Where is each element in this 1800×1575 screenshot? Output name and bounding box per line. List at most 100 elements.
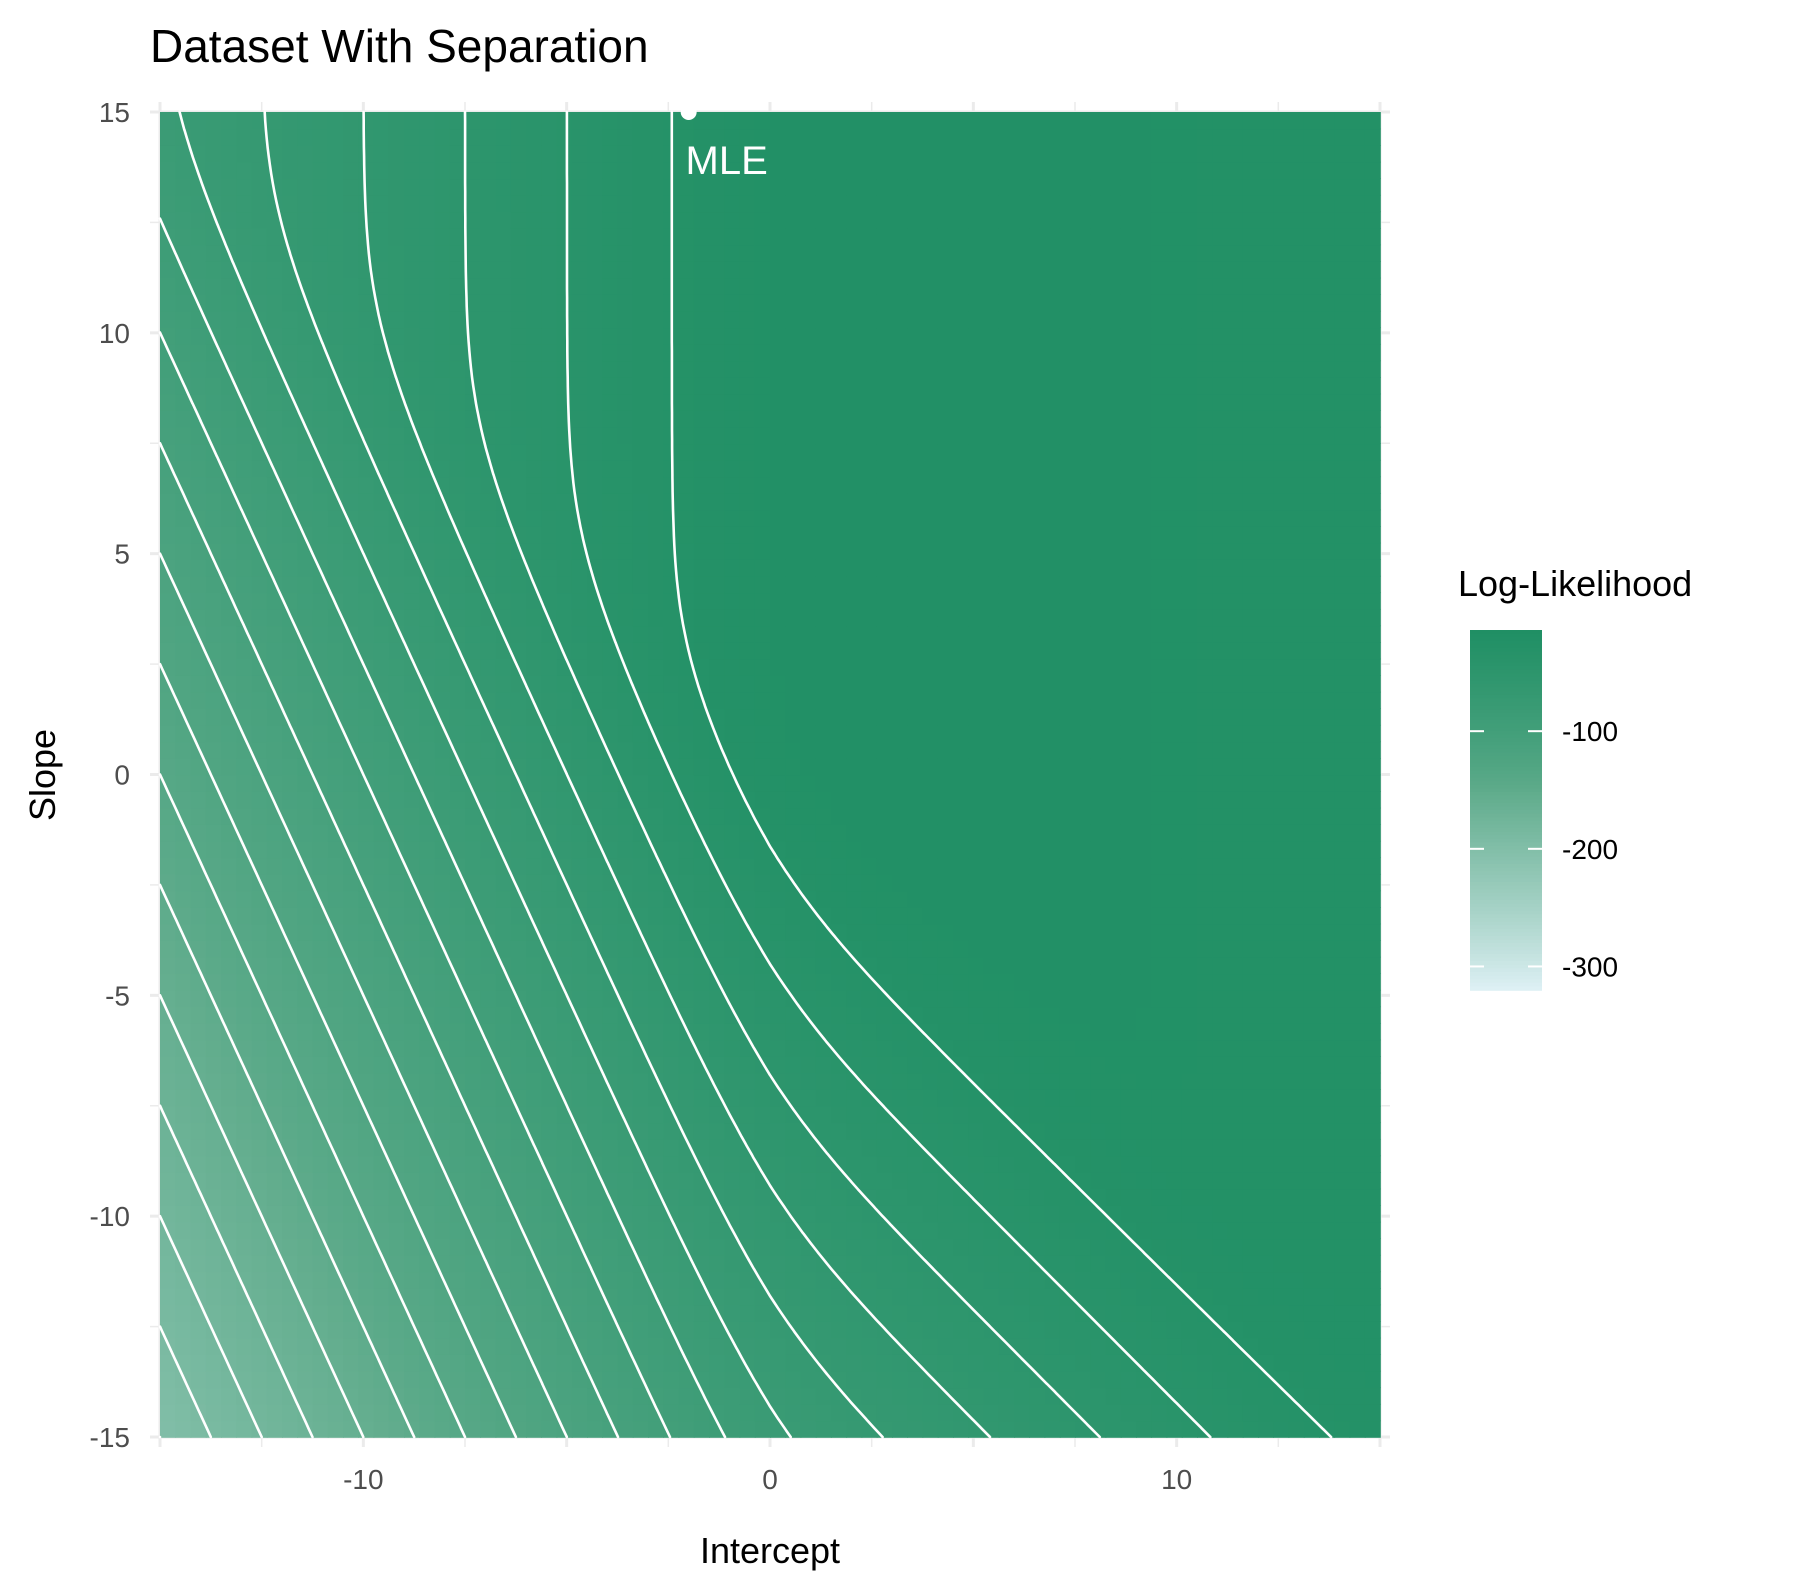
heatmap-cell: [800, 1155, 817, 1173]
heatmap-cell: [221, 907, 238, 925]
heatmap-cell: [815, 1304, 832, 1322]
heatmap-cell: [831, 1105, 848, 1124]
heatmap-cell: [541, 1271, 558, 1289]
heatmap-cell: [541, 691, 558, 710]
heatmap-cell: [800, 509, 817, 527]
heatmap-cell: [770, 1072, 787, 1090]
heatmap-cell: [998, 277, 1015, 295]
heatmap-cell: [404, 608, 421, 627]
heatmap-cell: [221, 1006, 238, 1024]
heatmap-cell: [998, 443, 1015, 461]
heatmap-cell: [617, 1188, 634, 1206]
heatmap-cell: [937, 509, 954, 527]
heatmap-cell: [739, 973, 756, 991]
heatmap-cell: [907, 625, 924, 643]
heatmap-cell: [800, 261, 817, 279]
heatmap-cell: [968, 658, 985, 676]
heatmap-cell: [236, 940, 253, 958]
heatmap-cell: [190, 857, 207, 875]
heatmap-cell: [251, 1138, 268, 1157]
heatmap-cell: [922, 840, 939, 859]
heatmap-cell: [739, 708, 756, 726]
heatmap-cell: [709, 625, 726, 643]
heatmap-cell: [251, 1039, 268, 1057]
heatmap-cell: [922, 1337, 939, 1355]
heatmap-cell: [282, 691, 299, 710]
heatmap-cell: [449, 128, 466, 146]
heatmap-cell: [739, 526, 756, 544]
heatmap-cell: [922, 575, 939, 594]
heatmap-cell: [1059, 178, 1076, 196]
heatmap-cell: [892, 1403, 909, 1422]
heatmap-cell: [327, 774, 344, 792]
heatmap-cell: [160, 526, 177, 544]
heatmap-cell: [876, 1039, 893, 1057]
heatmap-cell: [404, 261, 421, 279]
heatmap-cell: [419, 178, 436, 196]
heatmap-cell: [404, 741, 421, 759]
heatmap-cell: [922, 1370, 939, 1389]
heatmap-cell: [556, 542, 573, 560]
heatmap-cell: [434, 377, 451, 395]
heatmap-cell: [861, 675, 878, 693]
heatmap-cell: [922, 807, 939, 825]
heatmap-cell: [998, 1238, 1015, 1256]
heatmap-cell: [587, 178, 604, 196]
heatmap-cell: [297, 890, 314, 908]
heatmap-cell: [907, 194, 924, 213]
heatmap-cell: [175, 542, 192, 560]
heatmap-cell: [846, 592, 863, 610]
heatmap-cell: [632, 973, 649, 991]
heatmap-cell: [1059, 211, 1076, 229]
heatmap-cell: [1014, 824, 1031, 842]
heatmap-cell: [358, 1205, 375, 1223]
heatmap-cell: [419, 675, 436, 693]
heatmap-cell: [770, 658, 787, 676]
heatmap-cell: [1059, 360, 1076, 378]
heatmap-cell: [785, 857, 802, 875]
heatmap-cell: [815, 658, 832, 676]
heatmap-cell: [373, 741, 390, 759]
heatmap-cell: [663, 575, 680, 594]
heatmap-cell: [587, 343, 604, 362]
heatmap-cell: [754, 128, 771, 146]
heatmap-cell: [983, 1039, 1000, 1057]
heatmap-cell: [800, 526, 817, 544]
heatmap-cell: [1044, 327, 1061, 345]
heatmap-cell: [709, 757, 726, 776]
heatmap-cell: [724, 211, 741, 229]
heatmap-cell: [739, 1304, 756, 1322]
heatmap-cell: [831, 526, 848, 544]
heatmap-cell: [892, 1138, 909, 1157]
heatmap-cell: [327, 476, 344, 494]
heatmap-cell: [953, 526, 970, 544]
heatmap-cell: [312, 1039, 329, 1057]
heatmap-cell: [602, 327, 619, 345]
heatmap-cell: [861, 509, 878, 527]
heatmap-cell: [327, 542, 344, 560]
heatmap-cell: [190, 1039, 207, 1057]
heatmap-cell: [480, 774, 497, 792]
heatmap-cell: [358, 1155, 375, 1173]
heatmap-cell: [678, 956, 695, 975]
heatmap-cell: [846, 1221, 863, 1240]
heatmap-cell: [800, 1205, 817, 1223]
heatmap-cell: [205, 1403, 222, 1422]
heatmap-cell: [922, 1105, 939, 1124]
heatmap-cell: [465, 1387, 482, 1405]
heatmap-cell: [541, 1039, 558, 1057]
heatmap-cell: [556, 708, 573, 726]
heatmap-cell: [693, 1188, 710, 1206]
heatmap-cell: [480, 857, 497, 875]
heatmap-cell: [785, 724, 802, 743]
heatmap-cell: [770, 1056, 787, 1074]
heatmap-cell: [404, 708, 421, 726]
heatmap-cell: [449, 559, 466, 577]
heatmap-cell: [876, 509, 893, 527]
heatmap-cell: [175, 343, 192, 362]
heatmap-cell: [846, 178, 863, 196]
heatmap-cell: [526, 227, 543, 246]
heatmap-cell: [1044, 857, 1061, 875]
heatmap-cell: [907, 1089, 924, 1107]
heatmap-cell: [663, 791, 680, 809]
